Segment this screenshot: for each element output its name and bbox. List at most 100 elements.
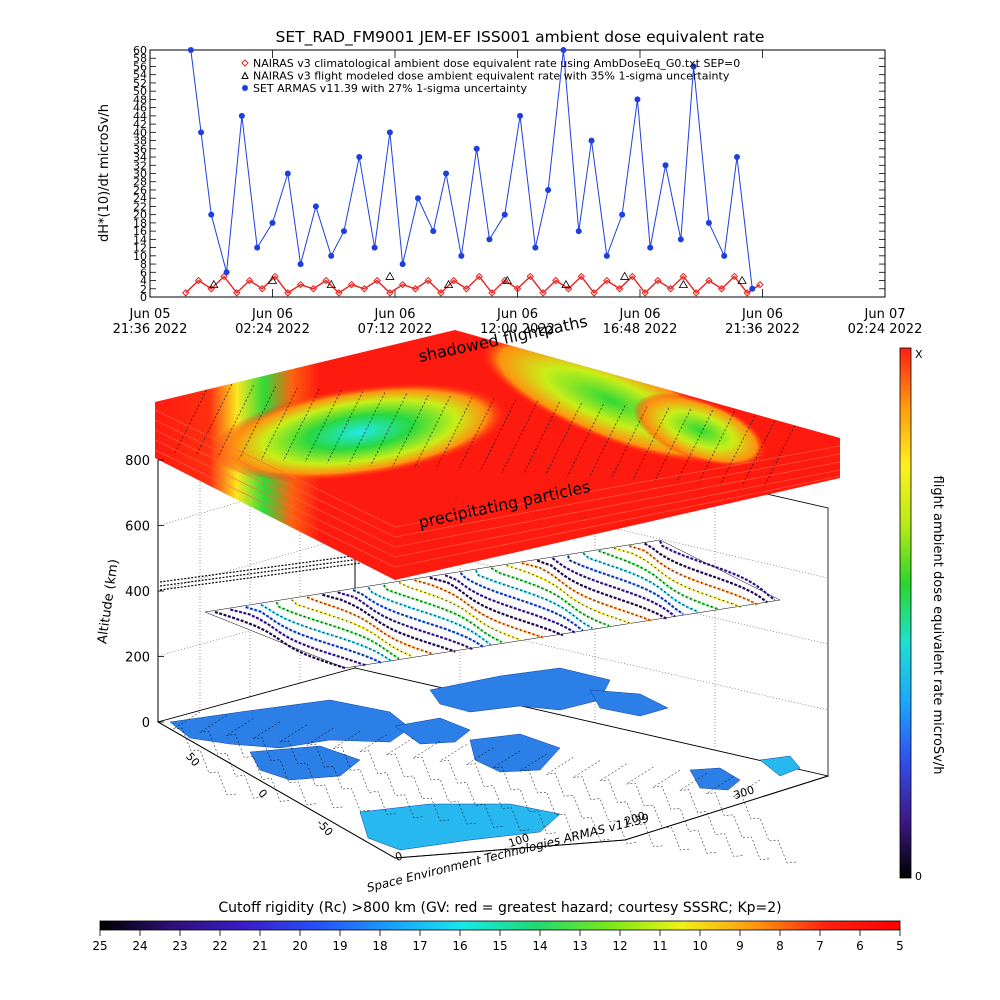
point-nairas-climatological (411, 285, 420, 293)
point-nairas-climatological (386, 289, 394, 297)
colorbar-min-label: 0 (915, 870, 922, 883)
rigidity-tick-label: 9 (736, 939, 744, 953)
point-set-armas (517, 112, 524, 119)
ground-track (412, 740, 477, 825)
shadowed-track (698, 411, 735, 484)
orbit-track (521, 561, 653, 623)
point-nairas-climatological (462, 285, 471, 293)
ground-track (599, 763, 663, 848)
y-tick-label: 44 (133, 110, 147, 123)
point-set-armas (575, 228, 582, 235)
point-nairas-climatological (245, 276, 254, 285)
rigidity-tick-label: 21 (252, 939, 267, 953)
orbit-track-dash (598, 550, 720, 610)
point-set-armas (187, 47, 194, 53)
y-tick-label: 6 (140, 266, 147, 279)
ground-track (626, 766, 690, 851)
point-nairas-climatological (424, 276, 432, 285)
orbit-track-dash (383, 584, 503, 643)
x-tick-date: Jun 06 (619, 307, 661, 322)
rigidity-shell-800km: shadowed flightpaths precipitating parti… (154, 312, 841, 580)
altitude-axis-label: Altitude (km) (95, 558, 122, 645)
x-tick-date: Jun 06 (374, 307, 416, 322)
orbit-track-dash (291, 599, 413, 657)
point-nairas-flight (678, 279, 689, 289)
ground-track (679, 773, 743, 857)
orbit-track-dash (475, 570, 593, 629)
orbit-track (566, 555, 684, 615)
point-nairas-climatological (539, 289, 547, 297)
orbit-track (367, 586, 492, 646)
point-nairas-climatological (437, 289, 445, 297)
point-set-armas (662, 162, 669, 169)
point-nairas-flight (737, 275, 747, 284)
point-set-armas (399, 261, 406, 268)
shadowed-track (261, 387, 298, 460)
orbit-track-dash (352, 589, 484, 648)
x-tick-time: 16:48 2022 (603, 322, 678, 337)
rigidity-tick-label: 15 (492, 939, 507, 953)
point-nairas-climatological (475, 272, 483, 281)
point-nairas-climatological (743, 289, 751, 297)
point-set-armas (690, 63, 697, 70)
altitude-tick-label: 400 (125, 585, 150, 600)
point-set-armas (297, 261, 304, 268)
shadowed-track (763, 414, 801, 488)
point-nairas-climatological (577, 272, 586, 281)
rigidity-tick-label: 14 (532, 939, 547, 953)
y-tick-label: 40 (133, 126, 147, 139)
longitude-tick-label: 100 (507, 831, 531, 850)
point-nairas-flight (267, 275, 278, 284)
point-nairas-climatological (322, 276, 330, 285)
mid-track-tail (159, 554, 361, 591)
globe-3d-scene: shadowed flightpaths precipitating parti… (95, 312, 841, 895)
rigidity-tick-label: 11 (652, 939, 667, 953)
point-nairas-climatological (296, 280, 305, 289)
rigidity-tick-label: 7 (816, 939, 824, 953)
point-set-armas (603, 252, 610, 259)
y-tick-label: 60 (133, 44, 147, 57)
point-nairas-climatological (717, 285, 726, 293)
point-nairas-climatological (692, 289, 700, 297)
point-set-armas (208, 211, 215, 218)
ground-track (706, 776, 770, 861)
legend-entry: NAIRAS v3 climatological ambient dose eq… (253, 57, 740, 70)
shadowed-track (610, 406, 648, 479)
orbit-track-dash (659, 540, 775, 601)
ground-track (252, 721, 317, 805)
point-nairas-climatological (603, 276, 611, 285)
shadowed-track (654, 408, 692, 482)
rigidity-tick-label: 10 (692, 939, 707, 953)
point-set-armas (545, 186, 552, 193)
point-set-armas (371, 244, 378, 251)
altitude-tick-label: 600 (125, 520, 150, 535)
rigidity-tick-label: 16 (452, 939, 467, 953)
y-tick-label: 20 (133, 209, 147, 222)
y-tick-label: 24 (133, 192, 147, 205)
point-set-armas (647, 244, 654, 251)
point-nairas-climatological (654, 276, 662, 285)
y-tick-label: 58 (133, 52, 147, 65)
y-tick-label: 12 (133, 242, 147, 255)
rigidity-tick-label: 8 (776, 939, 784, 953)
orbit-track-dash (306, 596, 433, 655)
ground-track (732, 779, 797, 864)
orbit-track (490, 566, 610, 627)
ground-track (306, 727, 370, 812)
rigidity-tick-label: 18 (372, 939, 387, 953)
x-tick-time: 07:12 2022 (358, 322, 433, 337)
longitude-tick-label: 200 (623, 809, 647, 828)
point-set-armas (386, 129, 393, 136)
orbit-track (613, 547, 742, 609)
point-set-armas (284, 170, 291, 177)
orbit-track-dash (552, 557, 676, 617)
ground-track (386, 737, 450, 822)
shadowed-track (326, 391, 364, 464)
point-nairas-climatological (666, 285, 675, 293)
point-nairas-flight (619, 271, 630, 280)
point-set-armas (414, 195, 421, 202)
y-tick-label: 30 (133, 168, 147, 181)
shadowed-track (741, 413, 779, 486)
point-nairas-climatological (526, 272, 534, 281)
